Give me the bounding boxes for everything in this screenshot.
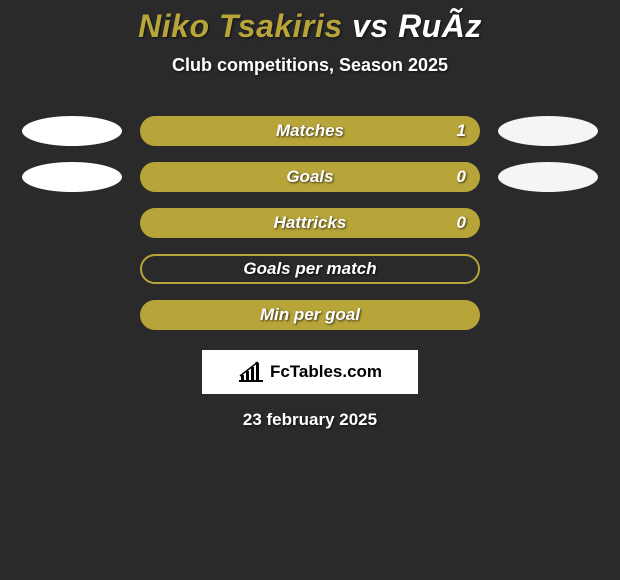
stat-label: Goals per match [243,259,376,279]
stat-label: Goals [286,167,333,187]
spacer [498,208,598,238]
stat-value: 0 [457,213,466,233]
bar-chart-icon [238,361,264,383]
right-ellipse [498,162,598,192]
left-ellipse [22,162,122,192]
stat-row: Goals per match [0,254,620,284]
left-ellipse [22,116,122,146]
comparison-card: Niko Tsakiris vs RuÃ­z Club competitions… [0,0,620,430]
stat-row: Min per goal [0,300,620,330]
right-ellipse [498,116,598,146]
page-title: Niko Tsakiris vs RuÃ­z [0,8,620,45]
stat-bar: Matches 1 [140,116,480,146]
stat-row: Matches 1 [0,116,620,146]
title-segment: RuÃ­z [398,8,482,44]
title-segment: Niko Tsakiris [138,8,343,44]
stat-label: Hattricks [274,213,347,233]
title-segment: vs [343,8,398,44]
spacer [498,254,598,284]
stat-label: Matches [276,121,344,141]
stat-value: 0 [457,167,466,187]
spacer [22,254,122,284]
stat-label: Min per goal [260,305,360,325]
spacer [22,208,122,238]
logo-box: FcTables.com [202,350,418,394]
date-text: 23 february 2025 [0,410,620,430]
stat-value: 1 [457,121,466,141]
subtitle: Club competitions, Season 2025 [0,55,620,76]
stat-bar: Hattricks 0 [140,208,480,238]
spacer [498,300,598,330]
stats-list: Matches 1 Goals 0 Hattricks 0 Goals per match M… [0,116,620,330]
stat-bar: Min per goal [140,300,480,330]
spacer [22,300,122,330]
stat-row: Hattricks 0 [0,208,620,238]
logo-text: FcTables.com [270,362,382,382]
stat-bar: Goals 0 [140,162,480,192]
stat-bar: Goals per match [140,254,480,284]
stat-row: Goals 0 [0,162,620,192]
